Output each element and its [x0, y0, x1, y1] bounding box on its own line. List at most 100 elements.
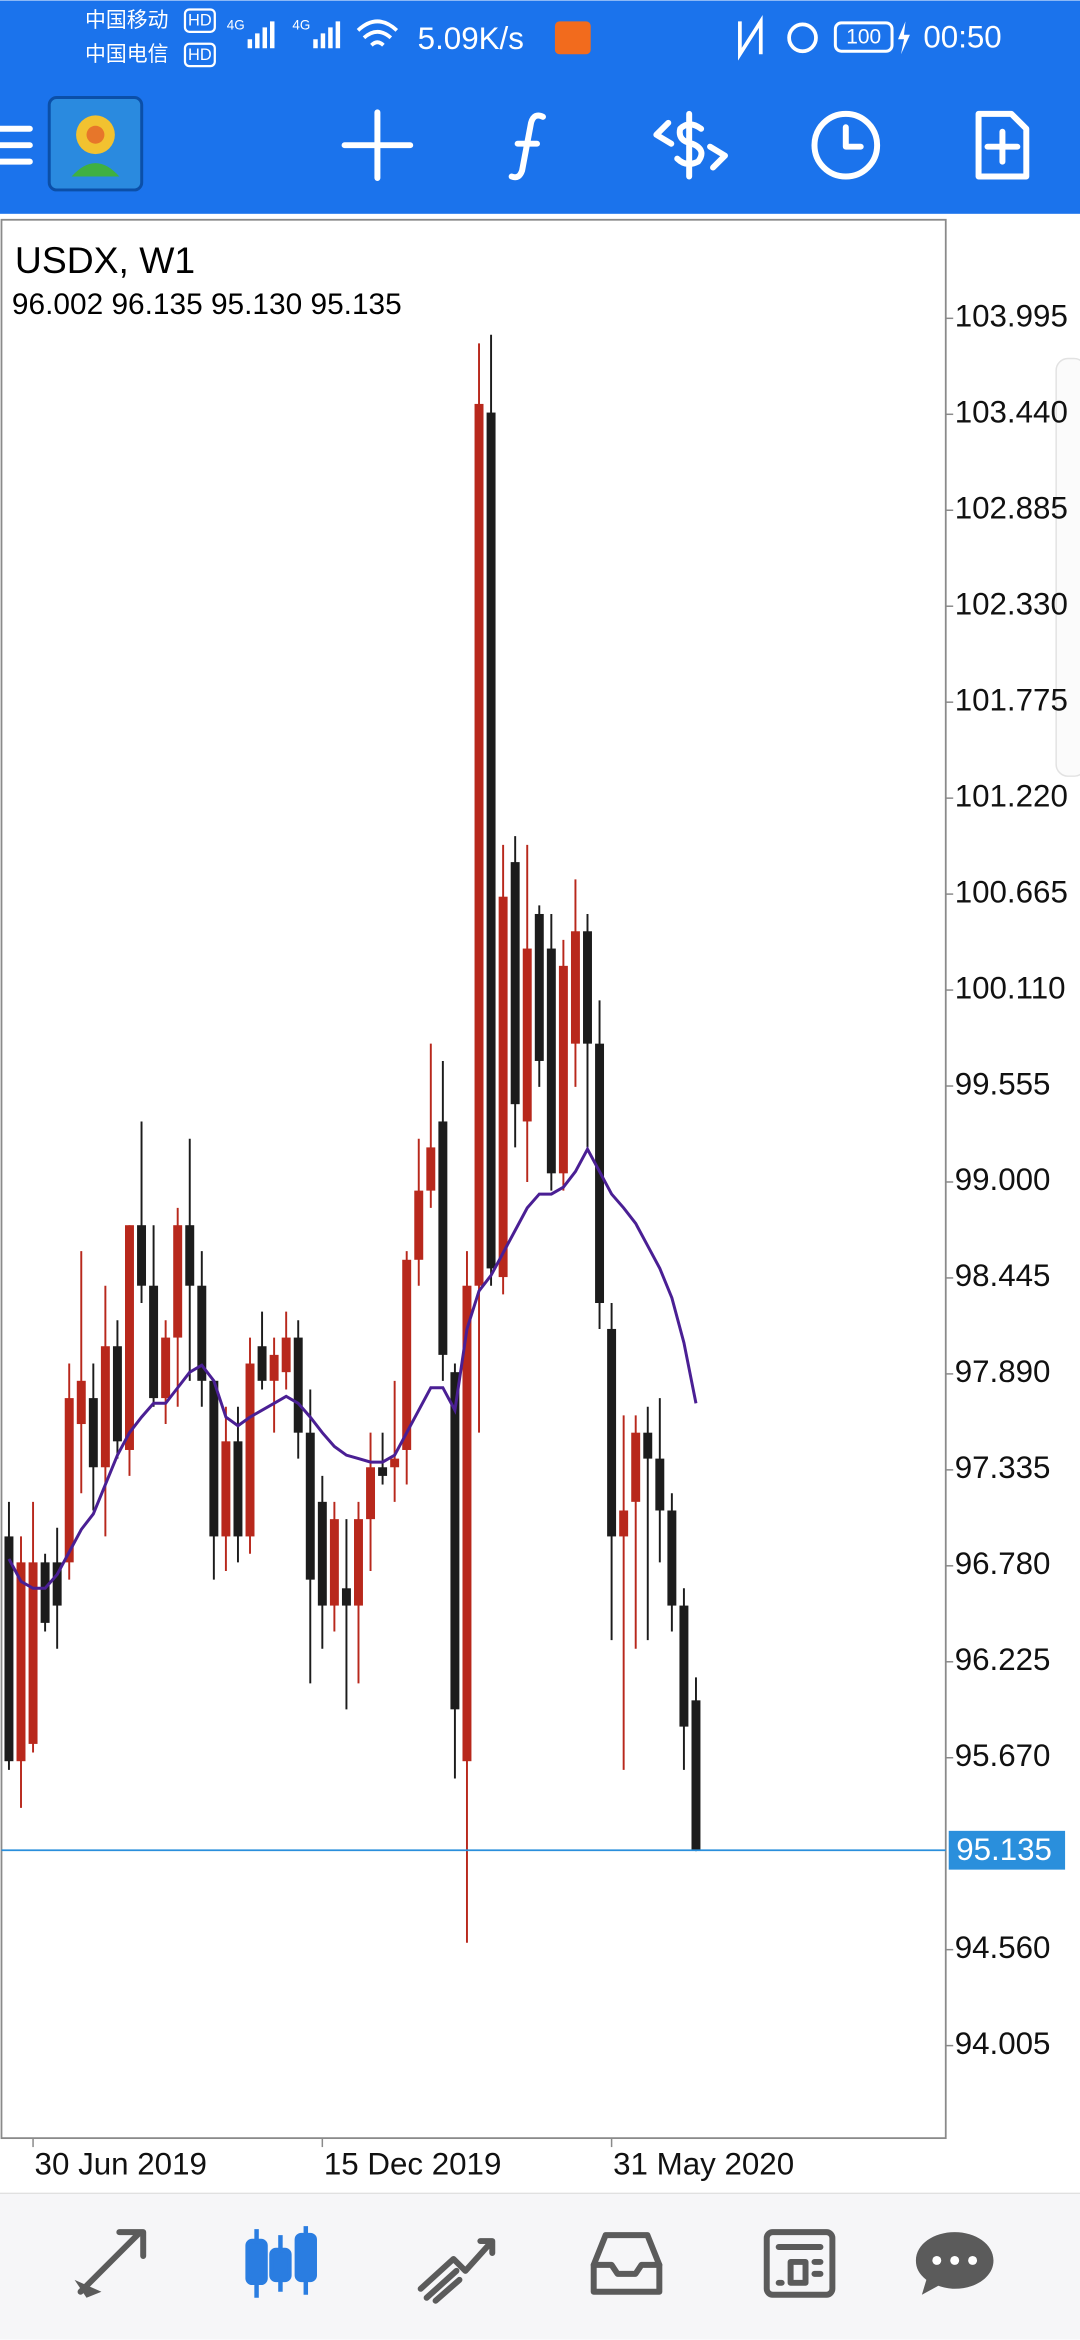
candle-body	[438, 1121, 448, 1355]
carrier: 中国电信	[85, 43, 168, 66]
candle-body	[341, 1588, 351, 1606]
candle-body	[52, 1562, 62, 1606]
y-tick-label: 101.220	[955, 778, 1068, 813]
candle-body	[450, 1372, 460, 1710]
charging-icon	[898, 21, 910, 55]
ohlc-readout: 96.002 96.135 95.130 95.135	[12, 288, 402, 321]
candle-body	[426, 1147, 436, 1191]
candle-body	[510, 862, 520, 1105]
candle-body	[233, 1441, 243, 1537]
x-tick-label: 31 May 2020	[613, 2147, 794, 2182]
nav-chart[interactable]	[245, 2226, 317, 2298]
battery-icon	[833, 21, 894, 53]
candle-body	[64, 1398, 74, 1563]
candle-body	[221, 1441, 231, 1537]
nav-quotes[interactable]	[74, 2229, 147, 2298]
network: 4G	[227, 17, 245, 32]
moving-average	[7, 1145, 698, 1590]
nav-news[interactable]	[763, 2229, 836, 2298]
candle-body	[137, 1225, 147, 1286]
y-tick-label: 100.665	[955, 874, 1068, 909]
candle-body	[173, 1225, 183, 1338]
y-tick-label: 103.440	[955, 395, 1068, 430]
nfc-icon	[738, 14, 763, 61]
y-tick-label: 97.890	[955, 1354, 1051, 1389]
candle-body	[197, 1285, 207, 1381]
last-price-label: 95.135	[956, 1832, 1052, 1867]
candle-body	[462, 1285, 472, 1762]
candle-body	[149, 1285, 159, 1399]
nav-chat[interactable]	[915, 2232, 994, 2295]
hd-badge	[183, 42, 216, 68]
candle-body	[583, 931, 592, 1044]
candle-body	[281, 1337, 291, 1373]
crosshair-button[interactable]	[341, 109, 414, 181]
history-button[interactable]	[811, 110, 881, 180]
hd-badge	[183, 8, 216, 33]
candle-body	[691, 1700, 701, 1851]
nav-trade[interactable]	[417, 2238, 496, 2304]
candle-body	[16, 1562, 26, 1762]
side-handle[interactable]	[1055, 357, 1080, 777]
chart-title: USDX, W1	[15, 239, 195, 281]
candle-body	[40, 1562, 50, 1623]
candle-body	[570, 931, 580, 1044]
x-tick-label: 30 Jun 2019	[35, 2147, 207, 2182]
plot: 94.005 94.560 95.670 96.225 96.780 97.335 97.8…	[1, 299, 1068, 2182]
candle-body	[679, 1605, 689, 1727]
candle-body	[354, 1519, 363, 1606]
signal-icon	[313, 21, 341, 49]
candle-body	[631, 1432, 641, 1502]
y-tick-label: 96.780	[955, 1546, 1051, 1581]
candle-body	[305, 1432, 315, 1580]
candle-body	[390, 1458, 400, 1468]
y-tick-label: 94.005	[955, 2026, 1051, 2061]
candle-body	[402, 1259, 412, 1450]
candle-body	[619, 1510, 629, 1537]
candle-body	[329, 1519, 339, 1606]
candle-body	[76, 1380, 86, 1425]
candle-body	[546, 948, 556, 1174]
candle-body	[125, 1225, 134, 1450]
candle-body	[4, 1536, 14, 1762]
candle-body	[414, 1190, 424, 1260]
candle-body	[161, 1337, 171, 1399]
status-bar: 中国移动 中国电信 HD HD 4G 4G 5.09K/s 100 00:50	[85, 8, 1002, 68]
last-price-box	[948, 1830, 1066, 1870]
candle-body	[643, 1432, 653, 1459]
indicators-button[interactable]	[508, 112, 546, 181]
chart-area	[0, 218, 947, 2140]
bottom-nav	[0, 2193, 1080, 2340]
y-tick-label: 94.560	[955, 1930, 1051, 1965]
net-speed: 5.09K/s	[418, 21, 524, 56]
carrier: 中国移动	[85, 9, 168, 32]
candle-body	[667, 1510, 677, 1606]
trade-button[interactable]	[653, 110, 728, 180]
candle-body	[317, 1501, 327, 1606]
candle-body	[655, 1458, 665, 1511]
candle-body	[366, 1467, 376, 1520]
y-tick-label: 95.670	[955, 1738, 1051, 1773]
menu-button[interactable]	[0, 125, 33, 165]
candle-body	[28, 1562, 38, 1744]
app-logo[interactable]	[47, 95, 144, 192]
candle-body	[498, 896, 508, 1278]
candle-body	[607, 1328, 617, 1537]
candle-body	[257, 1346, 267, 1381]
y-tick-label: 99.555	[955, 1066, 1051, 1101]
candle-body	[245, 1363, 255, 1537]
app-notif-icon	[554, 21, 591, 55]
new-order-button[interactable]	[975, 110, 1030, 180]
network: 4G	[292, 17, 310, 32]
top-bar	[0, 0, 1080, 214]
x-tick-label: 15 Dec 2019	[324, 2147, 502, 2182]
y-tick-label: 101.775	[955, 682, 1068, 717]
candle-body	[209, 1380, 219, 1537]
nav-history[interactable]	[590, 2232, 663, 2295]
y-tick-label: 99.000	[955, 1162, 1051, 1197]
hd-label: HD	[188, 12, 212, 30]
wifi-icon	[356, 19, 399, 47]
candle-body	[269, 1354, 279, 1381]
